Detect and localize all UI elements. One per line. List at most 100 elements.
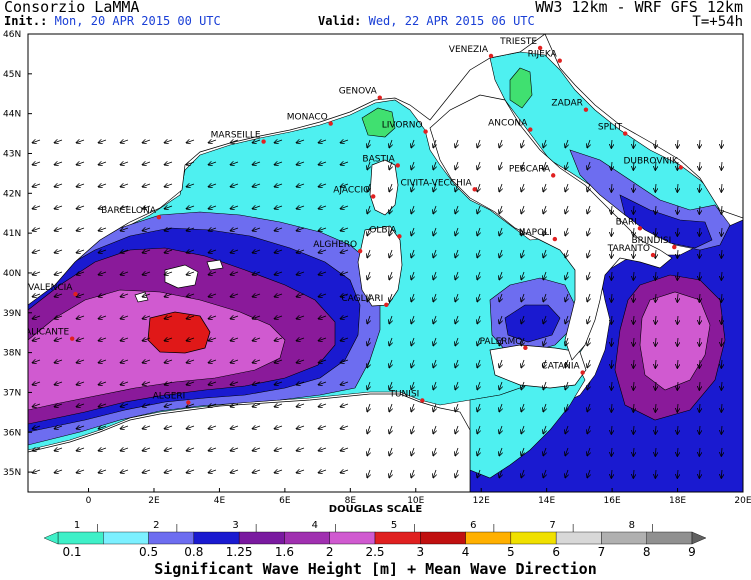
legend-swatch bbox=[148, 531, 195, 545]
wave-arrow bbox=[164, 228, 173, 231]
wave-arrow bbox=[54, 426, 63, 429]
wave-arrow bbox=[699, 403, 700, 412]
wave-arrow bbox=[186, 448, 195, 451]
wave-arrow bbox=[164, 426, 173, 429]
wave-arrow bbox=[76, 404, 85, 407]
legend-height-label: 3 bbox=[416, 545, 424, 559]
wave-arrow bbox=[296, 140, 305, 143]
land-italy bbox=[429, 94, 673, 361]
wave-arrow bbox=[230, 382, 239, 385]
wave-arrow bbox=[699, 469, 700, 478]
wave-arrow bbox=[296, 250, 305, 253]
latitude-ticks: 46N 45N 44N 43N 42N 41N 40N 39N 38N 37N 36N 35N bbox=[3, 30, 32, 478]
wave-arrow bbox=[208, 360, 217, 363]
wave-arrow bbox=[655, 271, 656, 280]
wave-arrow bbox=[543, 425, 546, 434]
legend: 0.1 0.5 0.8 1.25 1.6 2 2.5 3 4 5 6 7 8 9 1 2 3 4 5 6 7 8 bbox=[43, 520, 707, 559]
wave-arrow bbox=[389, 227, 392, 236]
wave-arrow bbox=[230, 206, 239, 209]
douglas-label: 5 bbox=[391, 520, 397, 531]
lat-tick-label: 40N bbox=[3, 269, 21, 279]
wave-arrow bbox=[721, 381, 722, 390]
wave-arrow bbox=[142, 294, 151, 297]
wave-arrow bbox=[120, 140, 129, 143]
wave-arrow bbox=[296, 426, 305, 429]
wave-arrow bbox=[367, 359, 370, 368]
wave-arrow bbox=[677, 227, 678, 236]
city-dot bbox=[551, 173, 556, 178]
wave-arrow bbox=[186, 404, 195, 407]
wave-arrow bbox=[54, 448, 63, 451]
city-label: CAGLIARI bbox=[341, 294, 383, 304]
legend-height-label: 8 bbox=[643, 545, 651, 559]
wave-arrow bbox=[164, 162, 173, 165]
wave-arrow bbox=[252, 272, 261, 275]
wave-arrow bbox=[633, 227, 634, 236]
wave-arrow bbox=[633, 205, 634, 214]
city-dot bbox=[528, 127, 533, 132]
wave-arrow bbox=[98, 360, 107, 363]
wave-arrow bbox=[477, 183, 480, 192]
land-north bbox=[28, 34, 546, 306]
legend-swatch bbox=[510, 531, 557, 545]
wave-arrow bbox=[274, 184, 283, 187]
douglas-label: 3 bbox=[232, 520, 238, 531]
city-label: MONACO bbox=[287, 113, 328, 123]
wave-arrow bbox=[32, 250, 41, 253]
wave-arrow bbox=[208, 250, 217, 253]
wave-arrow bbox=[32, 470, 41, 473]
wave-arrow bbox=[340, 382, 349, 385]
wave-arrow bbox=[633, 469, 634, 478]
wave-arrow bbox=[721, 447, 722, 456]
wave-arrow bbox=[252, 404, 261, 407]
wave-arrow bbox=[611, 381, 612, 390]
wave-arrow bbox=[499, 271, 502, 280]
wave-arrow bbox=[699, 381, 700, 390]
wave-arrow bbox=[252, 382, 261, 385]
wave-arrow bbox=[499, 425, 502, 434]
wave-arrow bbox=[164, 184, 173, 187]
wave-arrow bbox=[208, 316, 217, 319]
wave-arrow bbox=[98, 228, 107, 231]
wave-arrow bbox=[340, 404, 349, 407]
wave-arrow bbox=[389, 425, 392, 434]
wave-arrow bbox=[230, 470, 239, 473]
legend-min-arrow bbox=[43, 531, 59, 545]
wave-arrow bbox=[142, 360, 151, 363]
lat-tick-label: 41N bbox=[3, 229, 21, 239]
wave-arrow bbox=[633, 293, 634, 302]
wave-arrow bbox=[252, 162, 261, 165]
wave-arrow bbox=[98, 184, 107, 187]
wave-arrow bbox=[142, 206, 151, 209]
wave-arrow bbox=[142, 162, 151, 165]
wave-arrow bbox=[120, 426, 129, 429]
lead-time: T=+54h bbox=[692, 14, 743, 30]
wave-arrow bbox=[543, 183, 546, 192]
lon-tick-label: 6E bbox=[279, 496, 291, 506]
wave-arrow bbox=[208, 228, 217, 231]
wave-arrow bbox=[611, 403, 612, 412]
wave-arrow bbox=[230, 338, 239, 341]
wave-arrow bbox=[296, 360, 305, 363]
wave-arrow bbox=[120, 250, 129, 253]
wave-arrow bbox=[499, 447, 502, 456]
wave-arrow bbox=[587, 337, 590, 346]
city-dot bbox=[395, 163, 400, 168]
legend-swatch bbox=[193, 531, 240, 545]
city-dot bbox=[678, 165, 684, 170]
wave-arrow bbox=[318, 426, 327, 429]
wave-arrow bbox=[296, 206, 305, 209]
wave-arrow bbox=[677, 447, 678, 456]
wave-arrow bbox=[543, 315, 546, 324]
wave-arrow bbox=[389, 469, 392, 478]
wave-arrow bbox=[521, 469, 524, 478]
wave-arrow bbox=[98, 294, 107, 297]
wave-arrow bbox=[252, 140, 261, 143]
init-label: Init.: bbox=[4, 14, 48, 28]
wave-arrow bbox=[76, 250, 85, 253]
city-label: BRINDISI bbox=[632, 236, 672, 246]
wave-arrow bbox=[230, 184, 239, 187]
wave-arrow bbox=[677, 469, 678, 478]
wave-arrow bbox=[455, 249, 458, 258]
map-frame bbox=[27, 33, 744, 493]
